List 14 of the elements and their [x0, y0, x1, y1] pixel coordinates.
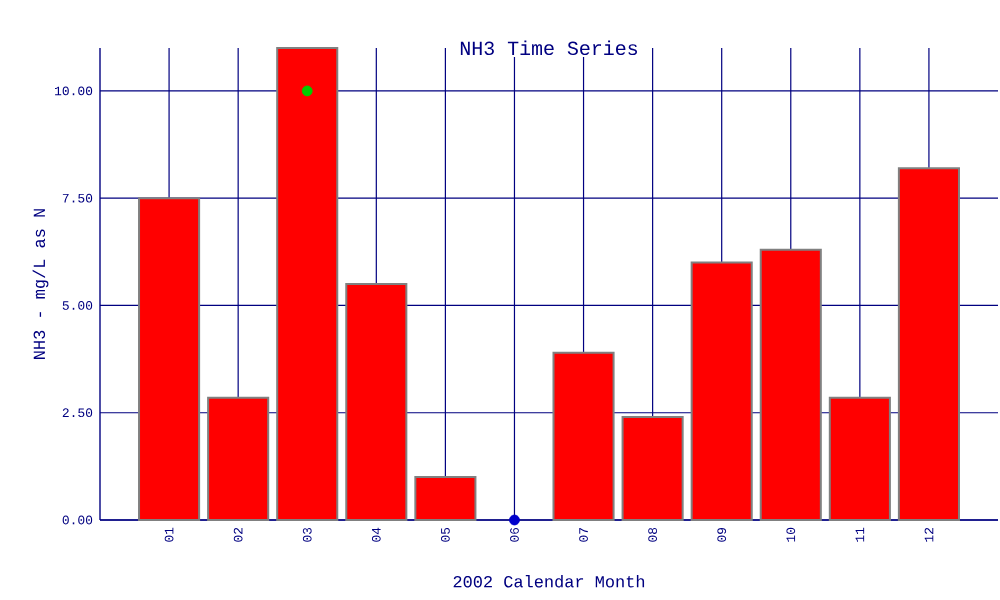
chart-title: NH3 Time Series — [460, 40, 638, 56]
bar — [897, 167, 960, 521]
bar — [621, 416, 684, 521]
bar — [828, 396, 891, 521]
y-axis-title: NH3 - mg/L as N — [32, 209, 49, 359]
bar — [414, 476, 477, 521]
bar — [138, 197, 201, 521]
bar — [276, 47, 339, 521]
bar — [552, 351, 615, 521]
bar — [207, 396, 270, 521]
bar — [345, 283, 408, 521]
bar — [690, 261, 753, 521]
x-axis-title: 2002 Calendar Month — [453, 575, 645, 588]
bar — [759, 248, 822, 521]
